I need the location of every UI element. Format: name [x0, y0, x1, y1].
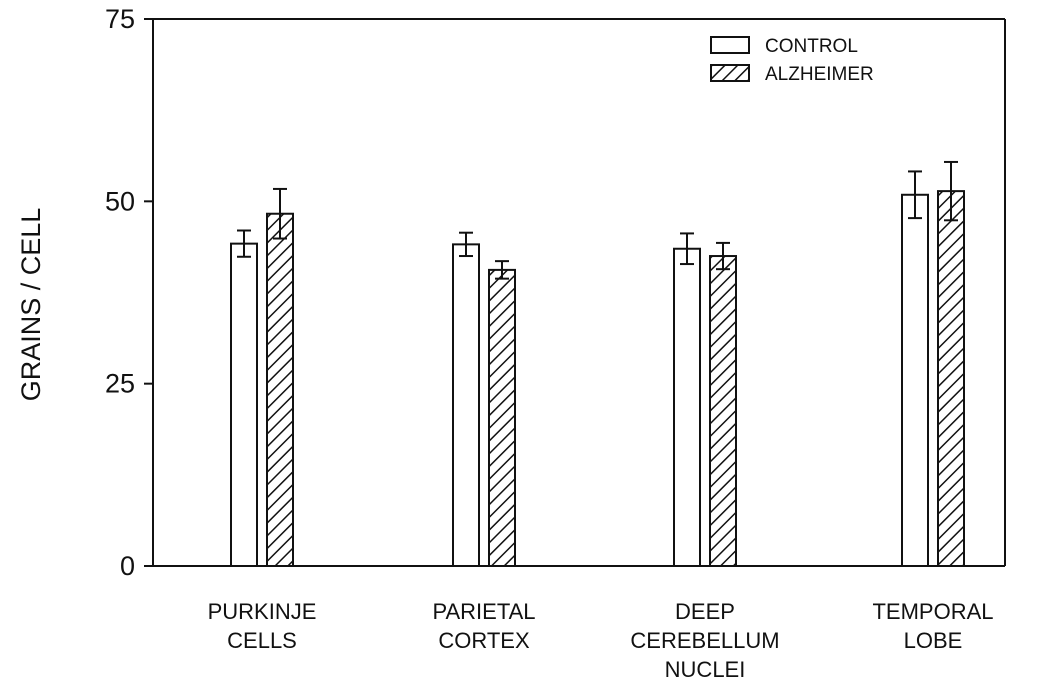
bar-control	[230, 242, 258, 567]
y-tick-label: 75	[105, 4, 135, 34]
bar-alzheimer	[488, 268, 516, 567]
axes: 0 25 50 75 GRAINS / CELL	[16, 4, 1006, 581]
legend-label-alzheimer: ALZHEIMER	[765, 64, 874, 85]
bar-alzheimer	[266, 212, 294, 567]
category-label-line: PURKINJE	[208, 599, 317, 624]
category-label-line: CEREBELLUM	[630, 628, 779, 653]
legend-label-control: CONTROL	[765, 36, 858, 57]
legend-swatch-control	[710, 36, 750, 54]
y-axis-title: GRAINS / CELL	[16, 208, 46, 402]
category-label-line: TEMPORAL	[872, 599, 993, 624]
category-label: TEMPORAL LOBE	[872, 599, 993, 653]
y-tick-label: 0	[120, 551, 135, 581]
bar-control	[901, 193, 929, 567]
category-labels: PURKINJE CELLS PARIETAL CORTEX DEEP CEREBELLU…	[208, 599, 994, 682]
category-label: PURKINJE CELLS	[208, 599, 317, 653]
category-label-line: DEEP	[675, 599, 735, 624]
category-label-line: LOBE	[904, 628, 963, 653]
category-label-line: CELLS	[227, 628, 297, 653]
bars	[230, 160, 965, 568]
category-label-line: PARIETAL	[432, 599, 535, 624]
y-tick-label: 25	[105, 369, 135, 399]
category-label: DEEP CEREBELLUM NUCLEI	[630, 599, 779, 682]
y-tick-label: 50	[105, 186, 135, 216]
legend-swatch-alzheimer	[710, 64, 750, 82]
bar-control	[673, 247, 701, 568]
category-label: PARIETAL CORTEX	[432, 599, 535, 653]
bar-alzheimer	[937, 190, 965, 567]
bar-control	[452, 243, 480, 567]
category-label-line: CORTEX	[438, 628, 530, 653]
category-label-line: NUCLEI	[665, 657, 746, 682]
bar-alzheimer	[709, 255, 737, 567]
legend: CONTROL ALZHEIMER	[710, 36, 874, 85]
